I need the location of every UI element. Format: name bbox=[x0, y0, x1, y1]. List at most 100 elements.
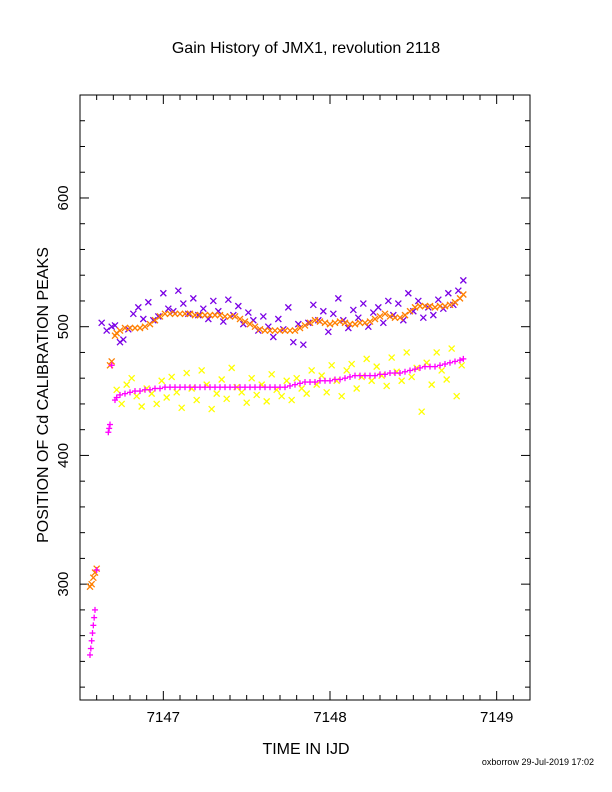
data-point bbox=[379, 319, 387, 327]
data-point bbox=[88, 580, 96, 588]
data-point bbox=[366, 318, 374, 326]
marker-stroke bbox=[121, 324, 129, 332]
marker-stroke bbox=[146, 320, 154, 328]
data-point bbox=[326, 320, 334, 328]
data-point bbox=[408, 373, 416, 381]
marker-stroke bbox=[128, 374, 136, 382]
data-point bbox=[253, 391, 261, 399]
data-point bbox=[219, 318, 227, 326]
marker-stroke bbox=[294, 320, 302, 328]
data-point bbox=[164, 305, 172, 313]
marker-stroke bbox=[431, 303, 439, 311]
data-point bbox=[126, 324, 134, 332]
data-point bbox=[292, 381, 298, 388]
marker-stroke bbox=[108, 357, 116, 365]
marker-stroke bbox=[401, 311, 409, 319]
data-point bbox=[226, 312, 234, 320]
data-point bbox=[412, 366, 418, 373]
data-point bbox=[93, 566, 100, 573]
data-point bbox=[381, 310, 389, 318]
data-point bbox=[274, 315, 282, 323]
marker-stroke bbox=[206, 311, 214, 319]
data-point bbox=[323, 388, 331, 396]
data-point bbox=[139, 315, 147, 323]
data-point bbox=[356, 319, 364, 327]
marker-stroke bbox=[404, 289, 412, 297]
data-point bbox=[193, 396, 201, 404]
data-point bbox=[432, 363, 438, 370]
data-point bbox=[382, 371, 388, 378]
marker-stroke bbox=[376, 312, 384, 320]
data-point bbox=[397, 370, 403, 377]
marker-stroke bbox=[259, 312, 267, 320]
marker-stroke bbox=[414, 297, 422, 305]
data-point bbox=[454, 287, 462, 295]
data-point bbox=[168, 373, 176, 381]
data-point bbox=[374, 303, 382, 311]
marker-stroke bbox=[176, 310, 184, 318]
marker-stroke bbox=[329, 310, 337, 318]
data-point bbox=[376, 312, 384, 320]
marker-stroke bbox=[218, 376, 226, 383]
marker-stroke bbox=[331, 319, 339, 327]
marker-stroke bbox=[98, 319, 106, 327]
chart-title: Gain History of JMX1, revolution 2118 bbox=[172, 40, 440, 57]
marker-stroke bbox=[283, 377, 291, 385]
data-point bbox=[107, 421, 113, 428]
data-point bbox=[199, 305, 207, 313]
data-point bbox=[348, 360, 356, 368]
marker-stroke bbox=[296, 324, 304, 332]
marker-stroke bbox=[204, 315, 212, 323]
marker-stroke bbox=[374, 303, 382, 311]
marker-stroke bbox=[219, 318, 227, 326]
marker-stroke bbox=[371, 315, 379, 323]
marker-stroke bbox=[103, 327, 111, 335]
data-point bbox=[282, 384, 288, 391]
data-point bbox=[338, 392, 346, 400]
marker-stroke bbox=[416, 302, 424, 310]
marker-stroke bbox=[419, 314, 427, 322]
marker-stroke bbox=[191, 311, 199, 319]
data-point bbox=[113, 394, 120, 401]
marker-stroke bbox=[316, 318, 324, 326]
data-point bbox=[354, 314, 362, 322]
marker-stroke bbox=[458, 361, 466, 369]
marker-stroke bbox=[198, 367, 206, 374]
marker-stroke bbox=[118, 400, 126, 408]
data-point bbox=[353, 385, 361, 392]
data-point bbox=[437, 362, 443, 369]
data-point bbox=[308, 367, 316, 374]
marker-stroke bbox=[268, 370, 276, 378]
data-point bbox=[156, 312, 164, 320]
data-point bbox=[157, 385, 163, 392]
data-point bbox=[174, 287, 182, 295]
data-point bbox=[373, 363, 381, 371]
data-point bbox=[411, 303, 419, 311]
marker-stroke bbox=[224, 296, 232, 304]
data-point bbox=[206, 311, 214, 319]
data-point bbox=[288, 396, 296, 404]
data-point bbox=[198, 367, 206, 374]
data-point bbox=[299, 341, 307, 349]
data-point bbox=[87, 645, 94, 652]
marker-stroke bbox=[163, 394, 171, 401]
data-point bbox=[243, 399, 251, 407]
marker-stroke bbox=[388, 354, 396, 362]
marker-stroke bbox=[276, 327, 284, 335]
data-point bbox=[284, 303, 292, 311]
data-point bbox=[122, 390, 128, 397]
marker-stroke bbox=[433, 348, 441, 356]
marker-stroke bbox=[119, 336, 127, 344]
marker-stroke bbox=[326, 320, 334, 328]
data-point bbox=[294, 320, 302, 328]
data-point bbox=[414, 297, 422, 305]
data-point bbox=[191, 311, 199, 319]
marker-stroke bbox=[459, 276, 467, 284]
data-point bbox=[301, 321, 309, 329]
data-point bbox=[161, 310, 169, 318]
data-point bbox=[103, 327, 111, 335]
marker-stroke bbox=[266, 327, 274, 335]
marker-stroke bbox=[411, 303, 419, 311]
data-point bbox=[276, 327, 284, 335]
data-point bbox=[189, 294, 197, 302]
